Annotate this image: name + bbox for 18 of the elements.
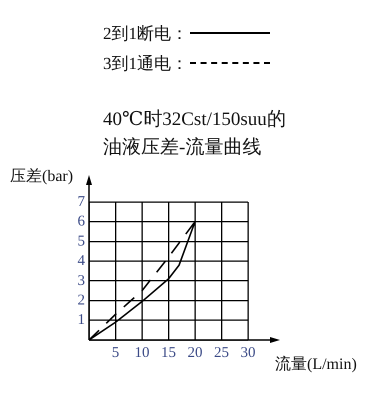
chart-title: 40℃时32Cst/150suu的油液压差-流量曲线 bbox=[103, 108, 287, 160]
legend-label: 2到1断电： bbox=[103, 22, 188, 44]
x-axis-title: 流量(L/min) bbox=[275, 355, 357, 374]
y-tick-label: 4 bbox=[78, 253, 86, 270]
y-tick-label: 7 bbox=[78, 194, 86, 210]
legend-label: 3到1通电： bbox=[103, 52, 188, 74]
y-tick-label: 1 bbox=[78, 312, 85, 328]
x-tick-label: 5 bbox=[112, 344, 120, 361]
y-tick-label: 6 bbox=[78, 214, 86, 230]
y-tick-label: 5 bbox=[78, 233, 85, 250]
x-tick-label: 10 bbox=[134, 344, 150, 361]
x-tick-label: 20 bbox=[188, 344, 202, 361]
y-tick-label: 2 bbox=[78, 292, 85, 309]
y-axis-title: 压差(bar) bbox=[10, 167, 74, 186]
x-tick-label: 25 bbox=[214, 344, 229, 361]
x-tick-label: 15 bbox=[161, 344, 176, 361]
x-tick-label: 30 bbox=[240, 344, 256, 361]
y-tick-label: 3 bbox=[78, 272, 85, 289]
